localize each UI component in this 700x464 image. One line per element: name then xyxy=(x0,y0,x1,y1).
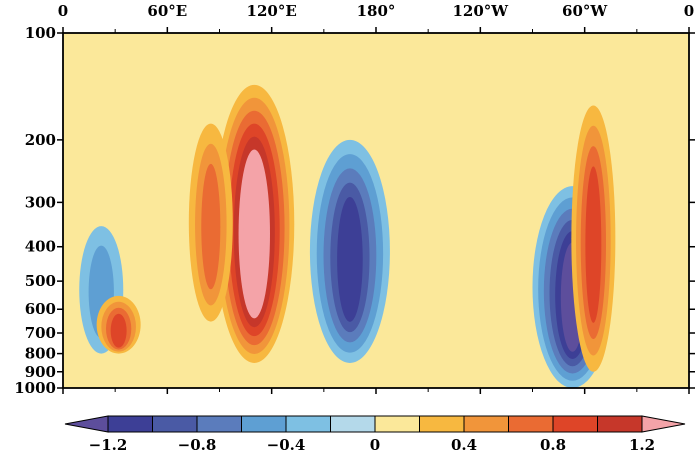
colorbar-segment-11 xyxy=(552,415,598,433)
y-tick-label-6: 700 xyxy=(25,324,56,342)
colorbar-segment-1 xyxy=(107,415,153,433)
x-tick-label-0: 0 xyxy=(58,2,68,20)
x-tick-label-2: 120°E xyxy=(247,2,297,20)
colorbar-label-4: 0.4 xyxy=(451,436,477,454)
colorbar: −1.2 −0.8 −0.4 0 0.4 0.8 1.2 xyxy=(64,415,686,454)
colorbar-segment-2 xyxy=(152,415,198,433)
x-tick-label-5: 60°W xyxy=(562,2,608,20)
colorbar-label-3: 0 xyxy=(370,436,380,454)
x-tick-label-4: 120°W xyxy=(452,2,509,20)
colorbar-segment-7 xyxy=(374,415,420,433)
x-tick-label-6: 0 xyxy=(684,2,694,20)
colorbar-label-0: −1.2 xyxy=(89,436,128,454)
colorbar-segment-4 xyxy=(241,415,287,433)
colorbar-segment-3 xyxy=(196,415,242,433)
plot-area xyxy=(63,33,689,388)
contour-level-2-3 xyxy=(201,163,221,290)
contour-feature-3 xyxy=(309,139,390,363)
colorbar-segment-12 xyxy=(597,415,643,433)
contour-level-5-4 xyxy=(585,166,602,323)
colorbar-label-6: 1.2 xyxy=(629,436,655,454)
contour-feature-1 xyxy=(214,84,295,363)
colorbar-label-5: 0.8 xyxy=(540,436,566,454)
colorbar-min-arrow xyxy=(64,415,109,433)
y-tick-label-4: 500 xyxy=(25,272,56,290)
contour-feature-5 xyxy=(571,105,616,372)
contour-level-1-7 xyxy=(243,162,266,310)
y-tick-label-3: 400 xyxy=(25,238,56,256)
contour-field xyxy=(79,84,616,388)
y-tick-label-1: 200 xyxy=(25,131,56,149)
colorbar-label-2: −0.4 xyxy=(267,436,306,454)
y-tick-label-8: 900 xyxy=(25,363,56,381)
contour-feature-7 xyxy=(96,295,141,354)
contour-level-7-4 xyxy=(110,313,127,348)
contour-feature-2 xyxy=(188,123,233,322)
x-tick-label-3: 180° xyxy=(357,2,396,20)
y-tick-label-5: 600 xyxy=(25,300,56,318)
x-tick-label-1: 60°E xyxy=(147,2,187,20)
colorbar-segment-6 xyxy=(330,415,376,433)
colorbar-segment-8 xyxy=(419,415,465,433)
y-tick-label-7: 800 xyxy=(25,345,56,363)
colorbar-max-arrow xyxy=(641,415,686,433)
x-axis: 0 60°E 120°E 180° 120°W 60°W 0 xyxy=(58,2,694,394)
y-tick-label-2: 300 xyxy=(25,193,56,211)
y-tick-label-0: 100 xyxy=(25,24,56,42)
colorbar-segment-5 xyxy=(285,415,331,433)
colorbar-segment-9 xyxy=(463,415,509,433)
y-tick-label-9: 1000 xyxy=(14,379,56,397)
colorbar-segment-10 xyxy=(508,415,554,433)
contour-level-3-5 xyxy=(337,196,363,322)
colorbar-label-1: −0.8 xyxy=(178,436,217,454)
